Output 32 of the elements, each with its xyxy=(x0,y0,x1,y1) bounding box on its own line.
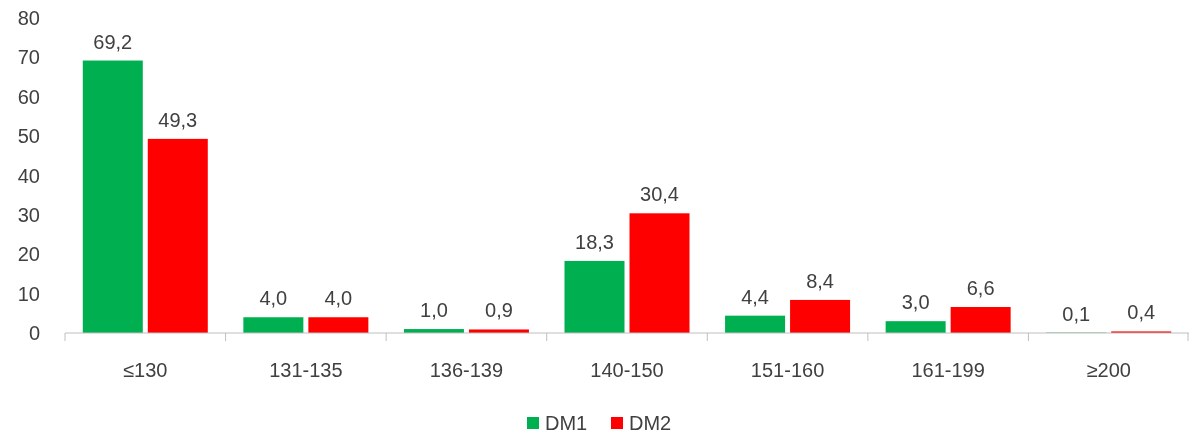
data-label: 3,0 xyxy=(901,291,930,314)
data-label: 8,4 xyxy=(806,269,834,292)
x-tick-label: 131-135 xyxy=(269,359,343,381)
data-label: 69,2 xyxy=(93,30,133,53)
data-label: 1,0 xyxy=(420,299,448,322)
data-label: 0,4 xyxy=(1127,301,1156,324)
y-tick-label: 50 xyxy=(17,125,40,148)
legend-label: DM2 xyxy=(629,412,672,434)
x-tick-label: 136-139 xyxy=(429,359,504,381)
x-tick-label: ≥200 xyxy=(1086,359,1131,381)
x-tick-label: 151-160 xyxy=(750,359,825,381)
y-tick-label: 70 xyxy=(17,46,40,69)
data-label: 4,4 xyxy=(741,285,769,308)
data-label: 6,6 xyxy=(966,277,995,300)
y-tick-label: 80 xyxy=(17,7,40,29)
y-tick-label: 20 xyxy=(17,243,40,266)
data-label: 4,0 xyxy=(259,287,288,310)
y-tick-label: 10 xyxy=(17,282,40,305)
data-label: 18,3 xyxy=(575,230,614,253)
data-label: 49,3 xyxy=(158,108,198,131)
data-label: 0,9 xyxy=(485,299,513,322)
y-tick-label: 60 xyxy=(17,85,40,108)
legend-label: DM1 xyxy=(545,412,588,434)
data-label: 0,1 xyxy=(1062,302,1091,325)
x-tick-label: 140-150 xyxy=(590,359,664,381)
y-tick-label: 40 xyxy=(17,164,40,187)
data-label: 30,4 xyxy=(640,183,679,206)
x-tick-label: ≤130 xyxy=(123,359,168,381)
y-tick-label: 30 xyxy=(17,203,40,226)
y-tick-label: 0 xyxy=(28,322,40,344)
x-tick-label: 161-199 xyxy=(911,359,985,381)
data-label: 4,0 xyxy=(324,287,353,310)
